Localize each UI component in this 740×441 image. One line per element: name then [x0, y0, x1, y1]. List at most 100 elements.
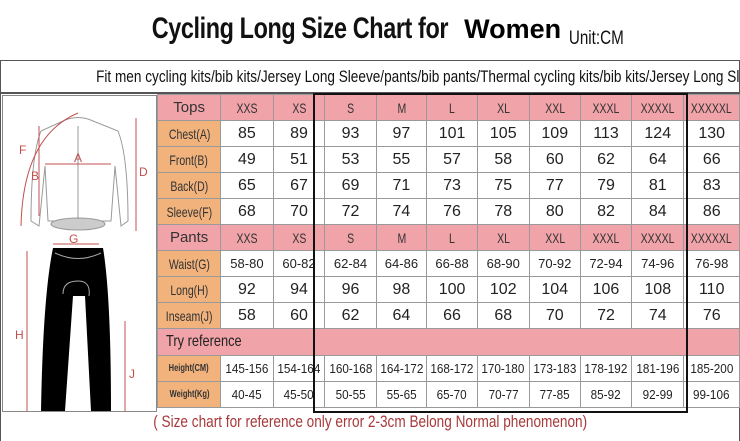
value-cell: 78	[476, 198, 530, 225]
size-header-text: XXL	[544, 99, 565, 116]
value-cell: 70-92	[528, 250, 581, 277]
size-header: XXXXXL	[683, 224, 740, 251]
value-cell: 62-84	[324, 250, 377, 277]
value-cell: 93	[324, 120, 377, 147]
value-cell: 40-45	[220, 381, 274, 408]
size-header: XXS	[220, 94, 274, 121]
row-label: Inseam(J)	[156, 302, 222, 329]
value-cell-text: 70	[545, 306, 564, 324]
value-cell-text: 71	[392, 176, 411, 194]
size-header-text: XXXXXL	[691, 229, 733, 246]
table-row: Long(H) 92 94 96 98 100 102 104 106 108 110	[156, 276, 740, 303]
value-cell-text: 168-172	[430, 361, 474, 376]
value-cell: 51	[272, 146, 326, 173]
value-cell: 76	[426, 198, 478, 225]
value-cell: 97	[375, 120, 428, 147]
value-cell-text: 104	[541, 280, 569, 298]
value-cell: 101	[426, 120, 478, 147]
table-row: Inseam(J) 58 60 62 64 66 68 70 72 74 76	[156, 302, 740, 329]
value-cell: 58-80	[220, 250, 274, 277]
value-cell-text: 84	[648, 202, 667, 220]
size-header-text: XS	[291, 99, 307, 116]
value-cell: 160-168	[324, 355, 377, 382]
value-cell-text: 109	[541, 124, 569, 142]
value-cell-text: 60	[545, 150, 564, 168]
value-cell-text: 86	[702, 202, 721, 220]
size-header-text: M	[397, 99, 406, 116]
label-b: B	[31, 169, 39, 183]
label-j: J	[129, 367, 135, 381]
value-cell: 55	[375, 146, 428, 173]
value-cell-text: 64-86	[384, 256, 419, 271]
row-label: Waist(G)	[156, 250, 222, 277]
value-cell: 64	[631, 146, 685, 173]
value-cell-text: 50-55	[335, 387, 366, 402]
value-cell: 70	[528, 302, 581, 329]
row-label: Long(H)	[156, 276, 222, 303]
value-cell-text: 55-65	[386, 387, 417, 402]
table-row: Height(CM) 145-156 154-164 160-168 164-172 16…	[156, 355, 740, 382]
value-cell-text: 69	[341, 176, 360, 194]
size-header: XXL	[528, 224, 581, 251]
size-header-text: XXL	[544, 229, 565, 246]
value-cell: 105	[476, 120, 530, 147]
value-cell: 58	[476, 146, 530, 173]
value-cell: 99-106	[683, 381, 740, 408]
value-cell: 64	[375, 302, 428, 329]
row-label: Height(CM)	[156, 355, 222, 382]
value-cell: 100	[426, 276, 478, 303]
title-unit: Unit:CM	[568, 28, 624, 49]
value-cell-text: 93	[341, 124, 360, 142]
reference-header-row: Try reference	[157, 328, 740, 356]
value-cell-text: 65	[238, 176, 256, 194]
row-label: Weight(Kg)	[156, 381, 222, 408]
value-cell: 170-180	[476, 355, 530, 382]
value-cell: 145-156	[220, 355, 274, 382]
size-header-text: S	[346, 99, 355, 116]
tops-header-text: Tops	[173, 99, 205, 116]
size-header-text: XXXL	[592, 99, 620, 116]
footer-text: ( Size chart for reference only error 2-…	[153, 412, 587, 431]
value-cell-text: 99-106	[693, 387, 730, 402]
label-d: D	[139, 165, 148, 179]
value-cell: 168-172	[426, 355, 478, 382]
value-cell-text: 77	[545, 176, 564, 194]
value-cell-text: 58	[494, 150, 513, 168]
value-cell-text: 64	[648, 150, 667, 168]
row-label-text: Long(H)	[170, 281, 209, 298]
value-cell-text: 72	[597, 306, 615, 324]
value-cell: 75	[476, 172, 530, 199]
value-cell-text: 76	[443, 202, 461, 220]
value-cell-text: 68	[494, 306, 513, 324]
size-header: XXXXXL	[683, 94, 740, 121]
value-cell: 109	[528, 120, 581, 147]
value-cell: 110	[683, 276, 740, 303]
row-label-text: Chest(A)	[168, 125, 210, 142]
value-cell-text: 178-192	[584, 361, 628, 376]
value-cell: 85	[220, 120, 274, 147]
value-cell: 65	[220, 172, 274, 199]
value-cell: 66	[426, 302, 478, 329]
value-cell: 73	[426, 172, 478, 199]
value-cell: 173-183	[528, 355, 581, 382]
value-cell: 92-99	[631, 381, 685, 408]
value-cell-text: 49	[238, 150, 256, 168]
value-cell: 74	[375, 198, 428, 225]
value-cell-text: 98	[392, 280, 411, 298]
size-header-text: L	[449, 99, 455, 116]
size-header: XXXL	[579, 94, 633, 121]
size-header-text: XL	[496, 99, 510, 116]
value-cell: 181-196	[631, 355, 685, 382]
size-header-text: XXS	[236, 229, 258, 246]
value-cell-text: 101	[438, 124, 466, 142]
table-row: Front(B) 49 51 53 55 57 58 60 62 64 66	[156, 146, 740, 173]
value-cell: 130	[683, 120, 740, 147]
value-cell: 72	[324, 198, 377, 225]
value-cell: 84	[631, 198, 685, 225]
value-cell: 57	[426, 146, 478, 173]
value-cell-text: 97	[392, 124, 411, 142]
value-cell-text: 78	[494, 202, 513, 220]
title-gender: Women	[464, 14, 562, 44]
size-header: XXXL	[579, 224, 633, 251]
value-cell-text: 62	[597, 150, 615, 168]
